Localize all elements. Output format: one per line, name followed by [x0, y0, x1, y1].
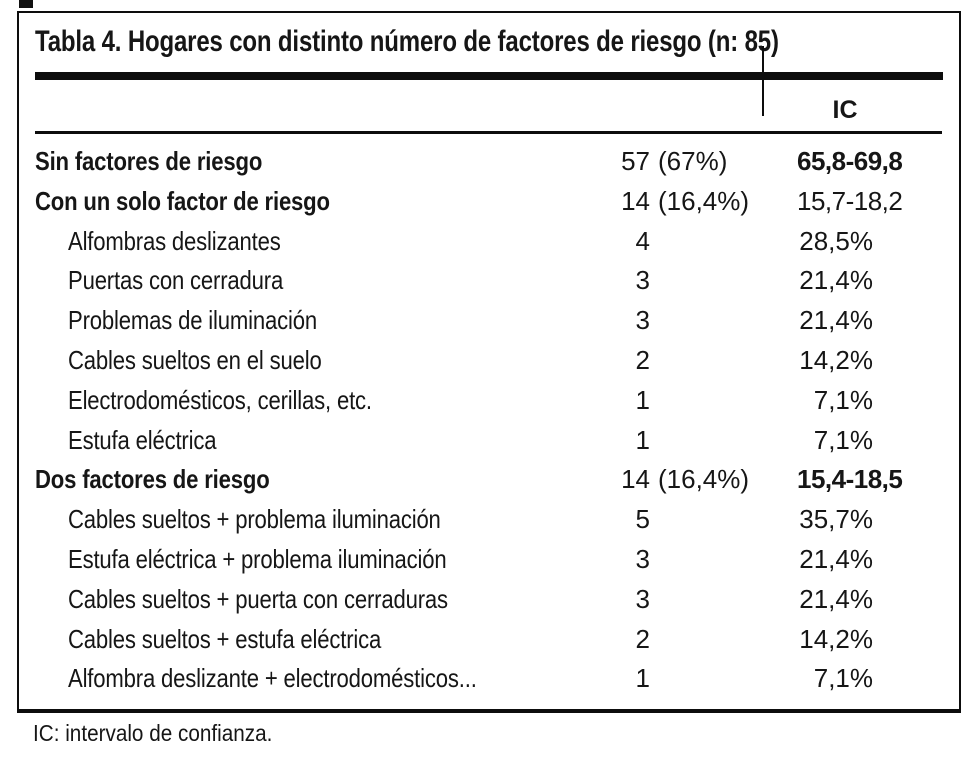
row-ic-value: 7,1%: [813, 663, 873, 694]
column-divider-line: [762, 46, 764, 116]
row-count: 3: [635, 543, 650, 574]
row-label: Con un solo factor de riesgo: [35, 185, 330, 216]
row-count: 3: [635, 305, 650, 336]
row-label: Estufa eléctrica + problema iluminación: [68, 543, 447, 574]
row-ic-value: 21,4%: [799, 543, 873, 574]
table-row: Sin factores de riesgo 57 (67%) 65,8-69,8: [35, 142, 943, 182]
table-row: Con un solo factor de riesgo 14 (16,4%) 15,…: [35, 182, 943, 222]
row-label: Puertas con cerradura: [68, 265, 284, 296]
table-rows: Sin factores de riesgo 57 (67%) 65,8-69,8 Co…: [35, 142, 943, 699]
row-ic-value: 7,1%: [813, 424, 873, 455]
row-ic-value: 28,5%: [799, 225, 873, 256]
table-border-box: [17, 11, 961, 713]
row-ic-value: 21,4%: [799, 583, 873, 614]
row-label: Problemas de iluminación: [68, 305, 317, 336]
row-label: Sin factores de riesgo: [35, 146, 263, 176]
row-ic-value: 35,7%: [799, 504, 873, 535]
footnote: IC: intervalo de confianza.: [33, 716, 299, 750]
row-ic-value: 14,2%: [799, 344, 873, 375]
table-title-text: Tabla 4. Hogares con distinto número de …: [35, 25, 779, 58]
table-row: Alfombras deslizantes 4 28,5%: [35, 222, 943, 262]
table-row: Problemas de iluminación 3 21,4%: [35, 301, 943, 341]
row-label: Electrodomésticos, cerillas, etc.: [68, 384, 372, 415]
row-label: Cables sueltos + puerta con cerraduras: [68, 583, 448, 614]
table-row: Puertas con cerradura 3 21,4%: [35, 261, 943, 301]
footnote-text: IC: intervalo de confianza.: [33, 720, 273, 746]
row-label: Cables sueltos en el suelo: [68, 344, 322, 375]
row-label: Alfombras deslizantes: [68, 225, 281, 256]
table-row: Electrodomésticos, cerillas, etc. 1 7,1%: [35, 381, 943, 421]
table-title: Tabla 4. Hogares con distinto número de …: [35, 22, 955, 62]
table-row: Dos factores de riesgo 14 (16,4%) 15,4-18,5: [35, 460, 943, 500]
row-count: 3: [635, 265, 650, 296]
ic-column-header: IC: [832, 96, 858, 124]
table-row: Cables sueltos + problema iluminación 5 35…: [35, 500, 943, 540]
table-row: Cables sueltos + estufa eléctrica 2 14,2%: [35, 620, 943, 660]
row-ic-value: 14,2%: [799, 623, 873, 654]
row-count: 4: [635, 225, 650, 256]
row-count: 5: [635, 504, 650, 535]
row-count: 2: [635, 623, 650, 654]
table-row: Cables sueltos + puerta con cerraduras 3 2…: [35, 580, 943, 620]
table-row: Alfombra deslizante + electrodomésticos.…: [35, 659, 943, 699]
row-count: 2: [635, 344, 650, 375]
header-rule-thin: [35, 131, 942, 134]
row-label: Alfombra deslizante + electrodomésticos.…: [68, 663, 477, 694]
row-label: Cables sueltos + estufa eléctrica: [68, 623, 382, 654]
row-count: 1: [635, 663, 650, 694]
row-ic-value: 15,4-18,5: [797, 464, 903, 495]
scan-artifact-mark: [19, 0, 33, 8]
table-row: Cables sueltos en el suelo 2 14,2%: [35, 341, 943, 381]
row-ic-value: 7,1%: [813, 384, 873, 415]
row-count: 57 (67%): [621, 146, 728, 176]
row-ic-value: 21,4%: [799, 265, 873, 296]
table-row: Estufa eléctrica + problema iluminación 3…: [35, 540, 943, 580]
row-count: 14 (16,4%): [621, 464, 750, 495]
row-ic-value: 21,4%: [799, 305, 873, 336]
header-rule-thick: [35, 72, 943, 80]
row-count: 14 (16,4%): [621, 185, 750, 216]
row-ic-value: 15,7-18,2: [797, 185, 903, 216]
row-label: Estufa eléctrica: [68, 424, 217, 455]
row-ic-value: 65,8-69,8: [797, 146, 903, 176]
row-label: Cables sueltos + problema iluminación: [68, 504, 441, 535]
row-count: 1: [635, 384, 650, 415]
table-row: Estufa eléctrica 1 7,1%: [35, 421, 943, 461]
row-label: Dos factores de riesgo: [35, 464, 270, 495]
row-count: 3: [635, 583, 650, 614]
row-count: 1: [635, 424, 650, 455]
